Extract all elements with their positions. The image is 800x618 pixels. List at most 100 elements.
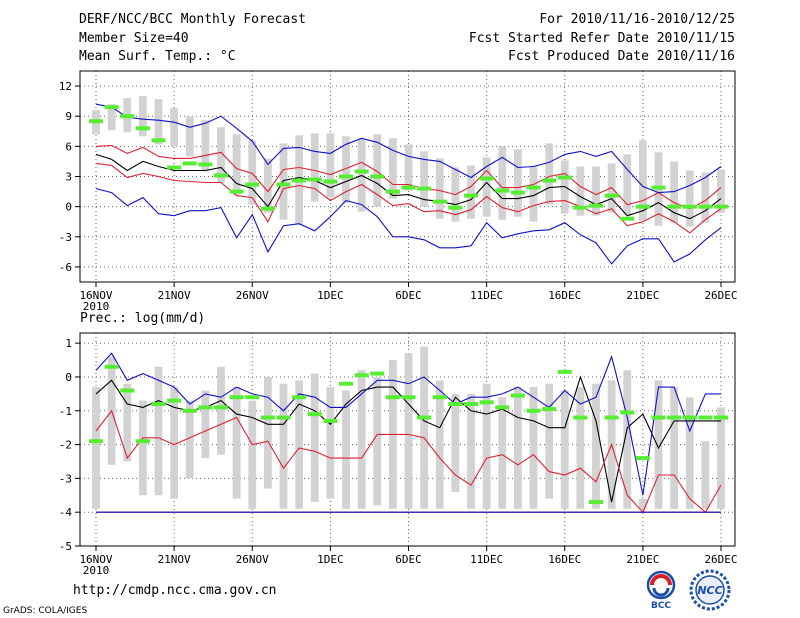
- spread-box: [357, 370, 366, 509]
- median-marker: [307, 177, 322, 182]
- x-tick-label: 21DEC: [626, 289, 659, 302]
- spread-box: [342, 390, 350, 509]
- median-marker: [260, 415, 275, 420]
- median-marker: [526, 408, 541, 413]
- spread-box: [435, 380, 444, 509]
- spread-box: [263, 158, 272, 213]
- median-marker: [276, 182, 291, 187]
- median-marker: [667, 415, 682, 420]
- median-marker: [292, 178, 307, 183]
- spread-box: [638, 140, 647, 221]
- y-tick-label: 9: [65, 110, 72, 123]
- spread-box: [592, 383, 600, 509]
- y-tick-label: -6: [59, 261, 72, 274]
- median-marker: [323, 418, 338, 423]
- y-tick-label: -4: [59, 506, 73, 519]
- x-tick-label: 16NOV: [79, 553, 112, 566]
- median-marker: [604, 415, 619, 420]
- median-marker: [448, 402, 463, 406]
- y-tick-label: -1: [59, 405, 72, 418]
- median-marker: [463, 193, 479, 198]
- median-marker: [120, 114, 135, 119]
- median-marker: [104, 105, 119, 110]
- spread-box: [685, 397, 694, 509]
- median-marker: [370, 174, 385, 179]
- x-tick-label: 21NOV: [158, 553, 191, 566]
- median-marker: [573, 205, 588, 210]
- median-marker: [338, 174, 354, 179]
- median-marker: [276, 415, 291, 420]
- spread-box: [373, 376, 382, 506]
- median-marker: [417, 186, 432, 191]
- median-marker: [88, 439, 104, 444]
- series-line-lower-inner: [95, 162, 722, 234]
- median-marker: [542, 178, 557, 183]
- median-marker: [526, 185, 541, 190]
- median-marker: [401, 185, 416, 190]
- median-marker: [448, 205, 463, 210]
- x-tick-label: 6DEC: [395, 553, 422, 566]
- y-tick-label: 0: [65, 371, 72, 384]
- spread-box: [170, 387, 179, 499]
- spread-box: [248, 400, 257, 509]
- spread-box: [326, 387, 335, 499]
- median-marker: [417, 415, 432, 420]
- median-marker: [479, 400, 494, 405]
- x-tick-label: 11DEC: [470, 553, 503, 566]
- spread-box: [701, 441, 710, 509]
- ncc-logo: NCC: [689, 569, 731, 611]
- median-marker: [588, 500, 604, 505]
- x-tick-label: 16DEC: [548, 553, 581, 566]
- median-marker: [167, 165, 182, 170]
- median-marker: [682, 415, 697, 420]
- median-marker: [620, 216, 635, 221]
- median-marker: [167, 398, 182, 403]
- median-marker: [354, 373, 369, 378]
- series-line-upper-inner: [95, 409, 722, 514]
- median-marker: [213, 173, 229, 178]
- spread-box: [529, 166, 538, 222]
- spread-box: [123, 383, 132, 462]
- median-marker: [557, 369, 572, 374]
- forecast-started-date: Fcst Started Refer Date 2010/11/15: [468, 31, 735, 46]
- median-marker: [588, 203, 604, 208]
- median-marker: [495, 405, 510, 410]
- spread-box: [185, 400, 194, 479]
- bcc-logo-text: BCC: [651, 601, 671, 610]
- median-marker: [432, 395, 447, 400]
- spread-box: [420, 151, 429, 207]
- forecast-produced-date: Fcst Produced Date 2010/11/16: [508, 49, 735, 64]
- median-marker: [495, 188, 510, 193]
- median-marker: [338, 381, 354, 386]
- website-url[interactable]: http://cmdp.ncc.cma.gov.cn: [73, 583, 277, 598]
- spread-box: [670, 387, 679, 509]
- median-marker: [213, 405, 229, 410]
- y-tick-label: 1: [65, 337, 72, 350]
- median-marker: [698, 415, 713, 420]
- series-line-mean: [95, 153, 722, 220]
- y-tick-label: -2: [59, 439, 72, 452]
- x-tick-label: 1DEC: [317, 553, 344, 566]
- forecast-period: For 2010/11/16-2010/12/25: [539, 12, 735, 27]
- median-marker: [370, 371, 385, 376]
- spread-box: [263, 376, 272, 489]
- spread-box: [717, 407, 725, 509]
- spread-box: [232, 134, 241, 195]
- x-tick-label: 26DEC: [704, 289, 737, 302]
- x-tick-label: 1DEC: [317, 289, 344, 302]
- median-marker: [401, 395, 416, 400]
- spread-box: [404, 353, 413, 509]
- member-size: Member Size=40: [79, 31, 189, 46]
- y-tick-label: 3: [65, 171, 72, 184]
- spread-box: [623, 154, 632, 215]
- grads-credit: GrADS: COLA/IGES: [3, 606, 88, 616]
- median-marker: [245, 182, 260, 187]
- median-marker: [385, 189, 400, 194]
- median-marker: [651, 415, 666, 420]
- spread-box: [138, 96, 147, 137]
- median-marker: [698, 204, 713, 209]
- variable-label: Mean Surf. Temp.: °C: [79, 49, 236, 64]
- spread-box: [420, 346, 429, 509]
- spread-box: [154, 99, 163, 145]
- series-line-upper-outer: [95, 352, 721, 496]
